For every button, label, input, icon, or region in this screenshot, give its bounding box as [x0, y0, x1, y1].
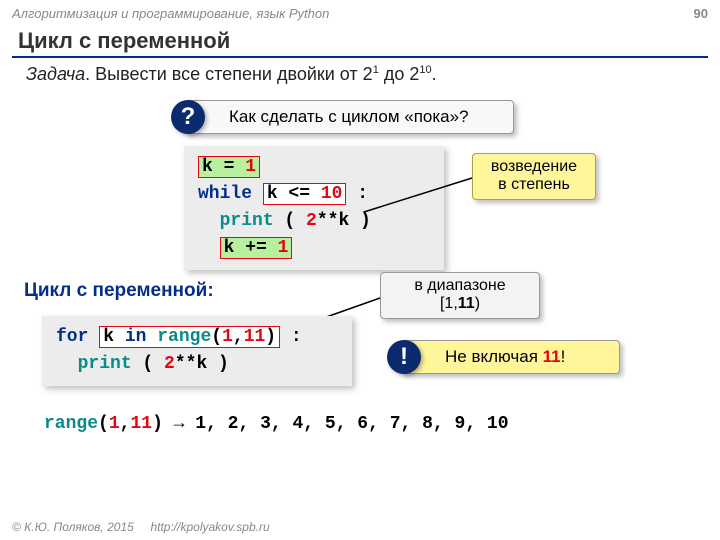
- slide-footer: © К.Ю. Поляков, 2015 http://kpolyakov.sp…: [12, 520, 270, 534]
- footer-url: http://kpolyakov.spb.ru: [150, 520, 269, 534]
- question-callout: ? Как сделать с циклом «пока»?: [184, 100, 514, 134]
- task-prefix: Задача: [26, 64, 85, 84]
- range-expansion: range(1,11) → 1, 2, 3, 4, 5, 6, 7, 8, 9,…: [44, 414, 509, 434]
- course-name: Алгоритмизация и программирование, язык …: [12, 6, 329, 21]
- copyright: © К.Ю. Поляков, 2015: [12, 520, 134, 534]
- note-exponent-text: возведение в степень: [491, 158, 577, 193]
- question-badge: ?: [171, 100, 205, 134]
- task-sup2: 10: [419, 64, 431, 76]
- pointer-exponent: [360, 176, 478, 216]
- title-underline: [12, 56, 708, 58]
- task-end: .: [432, 64, 437, 84]
- code2-l2: print ( 2**k ): [56, 351, 338, 378]
- slide-header: Алгоритмизация и программирование, язык …: [12, 6, 708, 21]
- page-number: 90: [694, 6, 708, 21]
- warning-text: Не включая 11!: [445, 347, 565, 366]
- warning-badge: !: [387, 340, 421, 374]
- code-l4: k += 1: [198, 235, 430, 262]
- subheading: Цикл с переменной:: [24, 280, 214, 302]
- slide-title: Цикл с переменной: [18, 28, 230, 54]
- code2-l1: for k in range(1,11) :: [56, 324, 338, 351]
- question-text: Как сделать с циклом «пока»?: [229, 107, 469, 126]
- task-body: . Вывести все степени двойки от 2: [85, 64, 373, 84]
- warning-callout: ! Не включая 11!: [400, 340, 620, 374]
- note-exponent: возведение в степень: [472, 153, 596, 200]
- note-range-l2: [1,11): [391, 295, 529, 313]
- task-text: Задача. Вывести все степени двойки от 2 1…: [26, 64, 437, 85]
- note-range: в диапазоне [1,11): [380, 272, 540, 319]
- note-range-l1: в диапазоне: [391, 277, 529, 295]
- task-mid: до 2: [379, 64, 420, 84]
- code-for: for k in range(1,11) : print ( 2**k ): [42, 316, 352, 386]
